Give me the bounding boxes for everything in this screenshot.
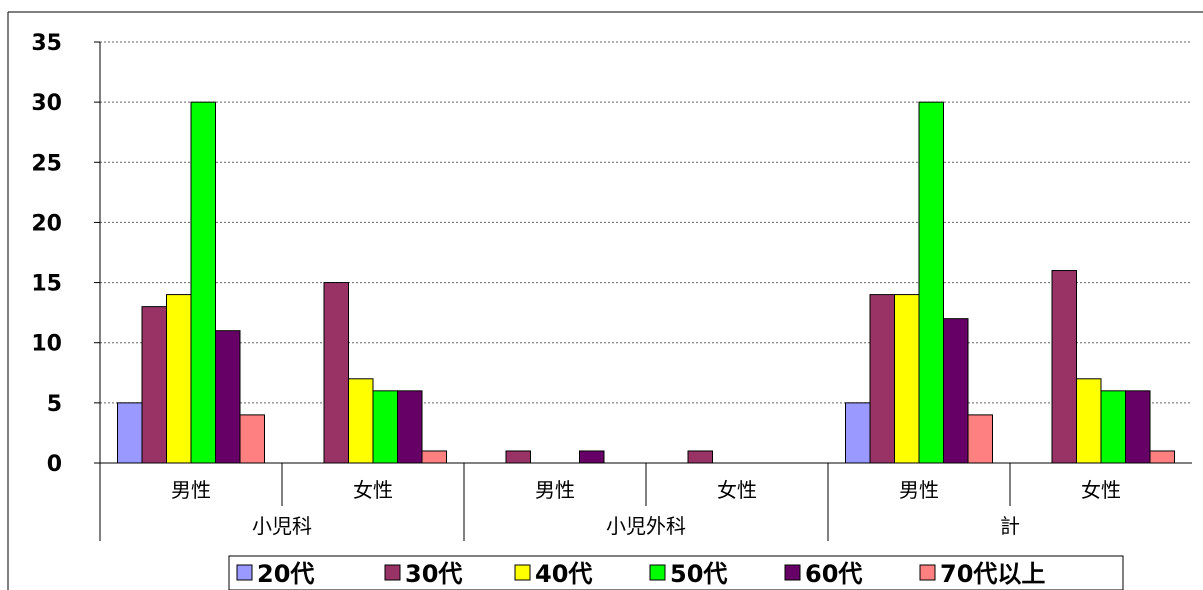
y-tick-label: 35 (31, 31, 62, 56)
bar-50代-6 (1100, 390, 1126, 464)
category-label: 男性 (171, 478, 211, 502)
group-label: 小児外科 (606, 514, 686, 538)
bar-30代-3 (505, 450, 531, 464)
bar-60代-2 (397, 390, 423, 464)
bar-30代-4 (687, 450, 713, 464)
y-tick-label: 30 (31, 91, 62, 116)
bar-60代-3 (579, 450, 605, 464)
category-label: 女性 (1081, 478, 1121, 502)
legend-label: 40代 (535, 560, 592, 588)
legend-swatch (514, 564, 531, 581)
legend-frame (228, 555, 1124, 590)
bar-30代-5 (869, 294, 895, 464)
category-label: 男性 (899, 478, 939, 502)
group-label: 計 (1000, 514, 1020, 538)
legend-label: 50代 (670, 560, 727, 588)
bar-40代-6 (1076, 378, 1102, 464)
bar-40代-1 (166, 294, 192, 464)
bars (117, 101, 1175, 464)
legend-swatch (784, 564, 801, 581)
bar-30代-2 (323, 282, 349, 464)
legend-label: 70代以上 (940, 560, 1045, 588)
y-axis-ticks: 0 5 10 15 20 25 30 35 (31, 31, 100, 477)
bar-40代-2 (348, 378, 374, 464)
bar-30代-6 (1051, 270, 1077, 464)
category-label: 女性 (717, 478, 757, 502)
legend-swatch (384, 564, 401, 581)
legend-swatch (919, 564, 936, 581)
legend-label: 60代 (805, 560, 862, 588)
y-tick-label: 0 (47, 452, 62, 477)
y-tick-label: 10 (31, 332, 62, 357)
category-label: 女性 (353, 478, 393, 502)
y-tick-label: 25 (31, 151, 62, 176)
y-tick-label: 5 (47, 392, 62, 417)
category-label: 男性 (535, 478, 575, 502)
bar-40代-5 (894, 294, 920, 464)
bar-60代-5 (943, 318, 969, 464)
bar-70代以上-6 (1149, 450, 1175, 464)
y-tick-label: 15 (31, 272, 62, 297)
legend-label: 30代 (405, 560, 462, 588)
bar-20代-5 (845, 402, 871, 464)
legend-swatch (236, 564, 253, 581)
legend-label: 20代 (257, 560, 314, 588)
legend-swatch (649, 564, 666, 581)
bar-70代以上-2 (421, 450, 447, 464)
legend: 20代 30代 40代 50代 60代 70代以上 (228, 555, 1124, 590)
y-tick-label: 20 (31, 211, 62, 236)
bar-50代-1 (190, 101, 216, 464)
bar-70代以上-1 (239, 414, 265, 464)
axes (7, 11, 1203, 590)
bar-60代-6 (1125, 390, 1151, 464)
group-label: 小児科 (252, 514, 312, 538)
bar-60代-1 (215, 330, 241, 464)
bar-70代以上-5 (967, 414, 993, 464)
gridlines (100, 41, 1192, 404)
bar-50代-5 (918, 101, 944, 464)
bar-50代-2 (372, 390, 398, 464)
bar-20代-1 (117, 402, 143, 464)
bar-30代-1 (141, 306, 167, 464)
